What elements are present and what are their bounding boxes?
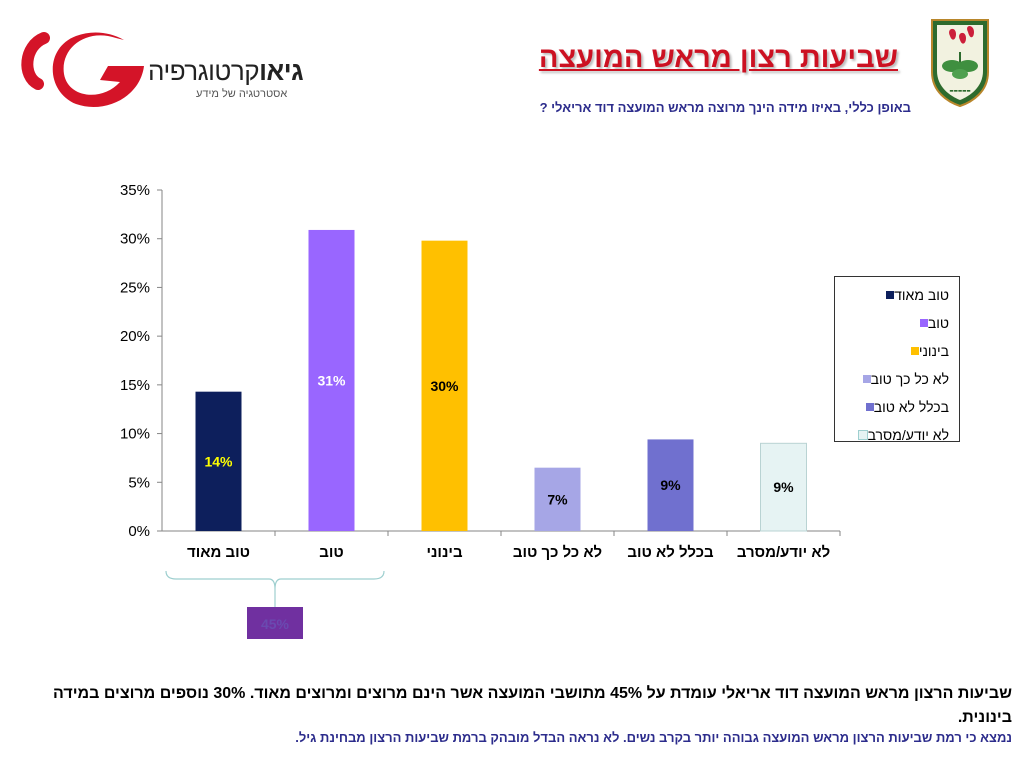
category-label: בכלל לא טוב: [627, 544, 714, 561]
legend-item: טוב מאוד: [881, 285, 949, 305]
bar: [195, 391, 242, 531]
note-text: נמצא כי רמת שביעות הרצון מראש המועצה גבו…: [295, 730, 1012, 745]
legend-swatch: [919, 319, 928, 327]
legend-swatch: [910, 347, 919, 355]
bracket-label: 45%: [261, 616, 290, 632]
chart-legend: טוב מאוד טוב בינוני לא כל כך טוב בכלל לא טוב…: [834, 276, 960, 445]
data-label: 9%: [773, 479, 794, 495]
logo-tagline: אסטרטגיה של מידע: [196, 88, 288, 100]
chart-axes: 0% 5% 10% 15% 20% 25% 30% 35% טוב מאוד טוב בינוני ל…: [120, 182, 841, 561]
svg-text:▬▬▬▬▬: ▬▬▬▬▬: [949, 89, 970, 94]
data-label: 9%: [660, 477, 681, 493]
category-label: לא יודע/מסרב: [737, 544, 830, 561]
legend-label: טוב: [927, 315, 949, 331]
legend-label: לא כל כך טוב: [870, 371, 949, 387]
geocartography-logo: [21, 32, 144, 107]
data-label: 14%: [204, 453, 233, 469]
bar: [308, 229, 355, 531]
legend-item: בכלל לא טוב: [861, 397, 949, 417]
bracket-group: 45%: [165, 570, 385, 639]
y-tick-label: 25%: [120, 279, 150, 296]
legend-label: בינוני: [918, 343, 949, 359]
legend-label: לא יודע/מסרב: [867, 427, 949, 443]
bar: [534, 467, 581, 531]
legend-item: טוב: [915, 313, 949, 333]
y-tick-label: 0%: [128, 523, 150, 540]
y-tick-label: 30%: [120, 231, 150, 248]
y-tick-label: 20%: [120, 328, 150, 345]
legend-swatch: [862, 375, 871, 383]
legend-swatch: [857, 430, 868, 440]
page-title: שביעות רצון מראש המועצה: [538, 42, 898, 74]
summary-text: שביעות הרצון מראש המועצה דוד אריאלי עומד…: [53, 685, 1012, 726]
data-label: 7%: [547, 491, 568, 507]
chart-bars: 14% 31% 30% 7% 9% 9%: [195, 229, 807, 532]
bracket-box: [247, 607, 303, 639]
data-label: 30%: [430, 378, 459, 394]
legend-label: טוב מאוד: [894, 287, 949, 303]
legend-item: לא כל כך טוב: [858, 369, 949, 389]
y-tick-label: 5%: [128, 474, 150, 491]
y-tick-label: 10%: [120, 426, 150, 443]
legend-swatch: [865, 403, 874, 411]
category-label: טוב מאוד: [187, 544, 250, 561]
legend-swatch: [886, 291, 895, 299]
legend-item: בינוני: [906, 341, 949, 361]
legend-label: בכלל לא טוב: [873, 399, 949, 415]
council-emblem: ▬▬▬▬▬: [931, 19, 989, 108]
bar: [421, 240, 468, 532]
survey-question: באופן כללי, באיזו מידה הינך מרוצה מראש ה…: [539, 100, 911, 115]
category-label: לא כל כך טוב: [513, 544, 602, 561]
bar: [760, 442, 807, 532]
logo-wordmark: גיאוקרטוגרפיה: [148, 56, 304, 86]
data-label: 31%: [317, 372, 346, 388]
y-tick-label: 35%: [120, 182, 150, 199]
category-label: בינוני: [426, 544, 463, 561]
bar: [647, 439, 694, 531]
bracket-line: [165, 570, 385, 590]
y-tick-label: 15%: [120, 377, 150, 394]
category-label: טוב: [319, 544, 343, 561]
legend-item: לא יודע/מסרב: [853, 425, 949, 445]
satisfaction-bar-chart: 0% 5% 10% 15% 20% 25% 30% 35% טוב מאוד טוב בינוני ל…: [120, 182, 841, 639]
